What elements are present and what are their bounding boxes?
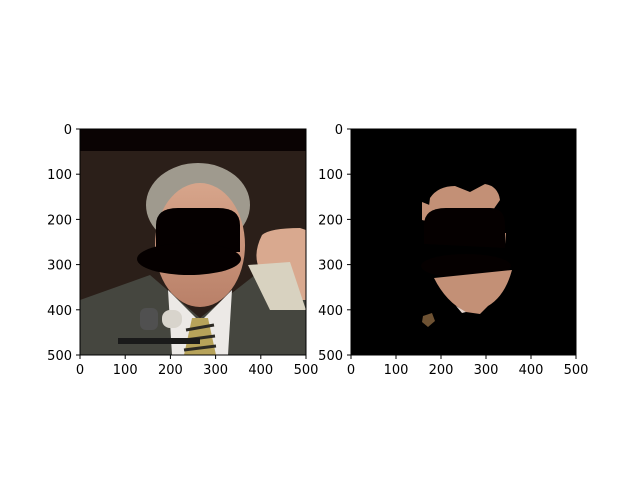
y-tick-label: 400 [318, 304, 343, 319]
microphone-stand [118, 338, 200, 344]
x-tick-label: 400 [519, 363, 544, 378]
x-tick-label: 200 [429, 363, 454, 378]
left-image-panel [80, 129, 306, 355]
x-tick-label: 100 [113, 363, 138, 378]
x-tick-label: 300 [474, 363, 499, 378]
right-axis-ticks: 0 100 200 300 400 500 0 100 200 300 400 500 [318, 123, 588, 378]
y-tick-label: 100 [318, 168, 343, 183]
microphone [162, 310, 182, 328]
x-tick-label: 300 [203, 363, 228, 378]
skin-forehead [428, 184, 500, 214]
x-tick-label: 500 [294, 363, 319, 378]
x-tick-label: 200 [158, 363, 183, 378]
mask-hat-crown [424, 208, 505, 248]
right-axes-frame [350, 128, 577, 356]
x-tick-label: 400 [248, 363, 273, 378]
x-tick-label: 0 [347, 363, 355, 378]
hat-brim [137, 243, 241, 275]
y-tick-label: 500 [318, 349, 343, 364]
y-tick-label: 0 [64, 123, 72, 138]
x-tick-label: 500 [564, 363, 589, 378]
y-tick-label: 400 [47, 304, 72, 319]
skin-hand-fragment [422, 313, 435, 327]
microphone [140, 308, 158, 330]
y-tick-label: 300 [47, 259, 72, 274]
skin-chin [434, 270, 512, 314]
mask-hat-brim [421, 254, 511, 278]
right-image-panel [351, 129, 576, 355]
left-axes-frame [79, 128, 307, 356]
y-tick-label: 0 [335, 123, 343, 138]
photo-top-band [80, 129, 306, 151]
bowler-hat-mask [137, 208, 241, 275]
y-tick-label: 100 [47, 168, 72, 183]
left-axis-ticks: 0 100 200 300 400 500 0 100 200 300 400 500 [47, 123, 318, 378]
sleeve [248, 262, 306, 310]
y-tick-label: 500 [47, 349, 72, 364]
x-tick-label: 0 [76, 363, 84, 378]
hat-crown [156, 208, 240, 252]
y-tick-label: 200 [47, 213, 72, 228]
y-tick-label: 200 [318, 213, 343, 228]
y-tick-label: 300 [318, 259, 343, 274]
x-tick-label: 100 [384, 363, 409, 378]
mask-hat [421, 208, 511, 278]
skin-neck-hint [456, 306, 466, 313]
